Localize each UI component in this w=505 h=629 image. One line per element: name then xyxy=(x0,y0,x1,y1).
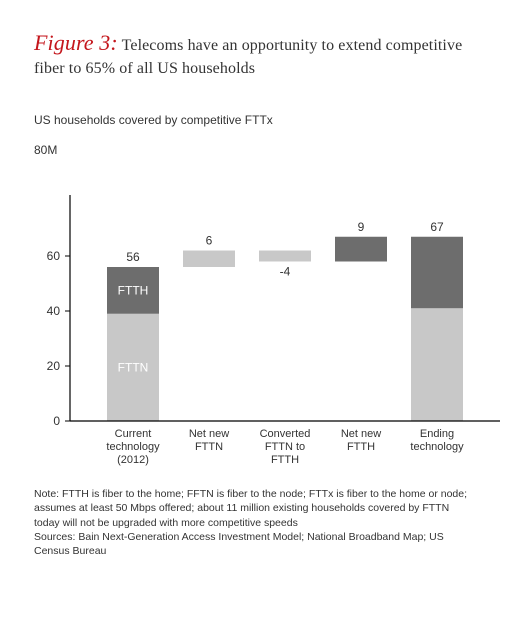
svg-text:Converted: Converted xyxy=(260,428,311,440)
svg-text:-4: -4 xyxy=(280,265,291,279)
svg-text:FTTN to: FTTN to xyxy=(265,441,305,453)
figure-label: Figure 3: xyxy=(34,30,118,55)
figure-title: Figure 3: Telecoms have an opportunity t… xyxy=(34,28,471,79)
svg-text:Net new: Net new xyxy=(341,428,381,440)
svg-text:(2012): (2012) xyxy=(117,454,149,466)
svg-text:20: 20 xyxy=(47,359,61,373)
footnote-sources: Sources: Bain Next-Generation Access Inv… xyxy=(34,530,471,558)
svg-text:Net new: Net new xyxy=(189,428,229,440)
svg-text:56: 56 xyxy=(126,250,140,264)
footnote-note: Note: FTTH is fiber to the home; FFTN is… xyxy=(34,487,471,530)
figure-container: Figure 3: Telecoms have an opportunity t… xyxy=(0,0,505,578)
chart: 0204060FTTNFTTH56Currenttechnology(2012)… xyxy=(34,175,471,473)
svg-text:technology: technology xyxy=(106,441,160,453)
svg-text:60: 60 xyxy=(47,249,61,263)
svg-text:40: 40 xyxy=(47,304,61,318)
svg-text:Current: Current xyxy=(115,428,152,440)
svg-text:Ending: Ending xyxy=(420,428,454,440)
svg-text:6: 6 xyxy=(206,234,213,248)
svg-text:FTTN: FTTN xyxy=(118,361,149,375)
svg-text:9: 9 xyxy=(358,220,365,234)
svg-text:FTTH: FTTH xyxy=(347,441,375,453)
svg-text:FTTH: FTTH xyxy=(271,454,299,466)
waterfall-chart-svg: 0204060FTTNFTTH56Currenttechnology(2012)… xyxy=(34,175,504,473)
svg-text:FTTN: FTTN xyxy=(195,441,223,453)
y-max-label: 80M xyxy=(34,143,471,157)
figure-footnote: Note: FTTH is fiber to the home; FFTN is… xyxy=(34,487,471,558)
svg-text:FTTH: FTTH xyxy=(118,284,149,298)
svg-text:0: 0 xyxy=(53,414,60,428)
chart-subtitle: US households covered by competitive FTT… xyxy=(34,113,471,127)
svg-text:technology: technology xyxy=(410,441,464,453)
svg-text:67: 67 xyxy=(430,220,444,234)
